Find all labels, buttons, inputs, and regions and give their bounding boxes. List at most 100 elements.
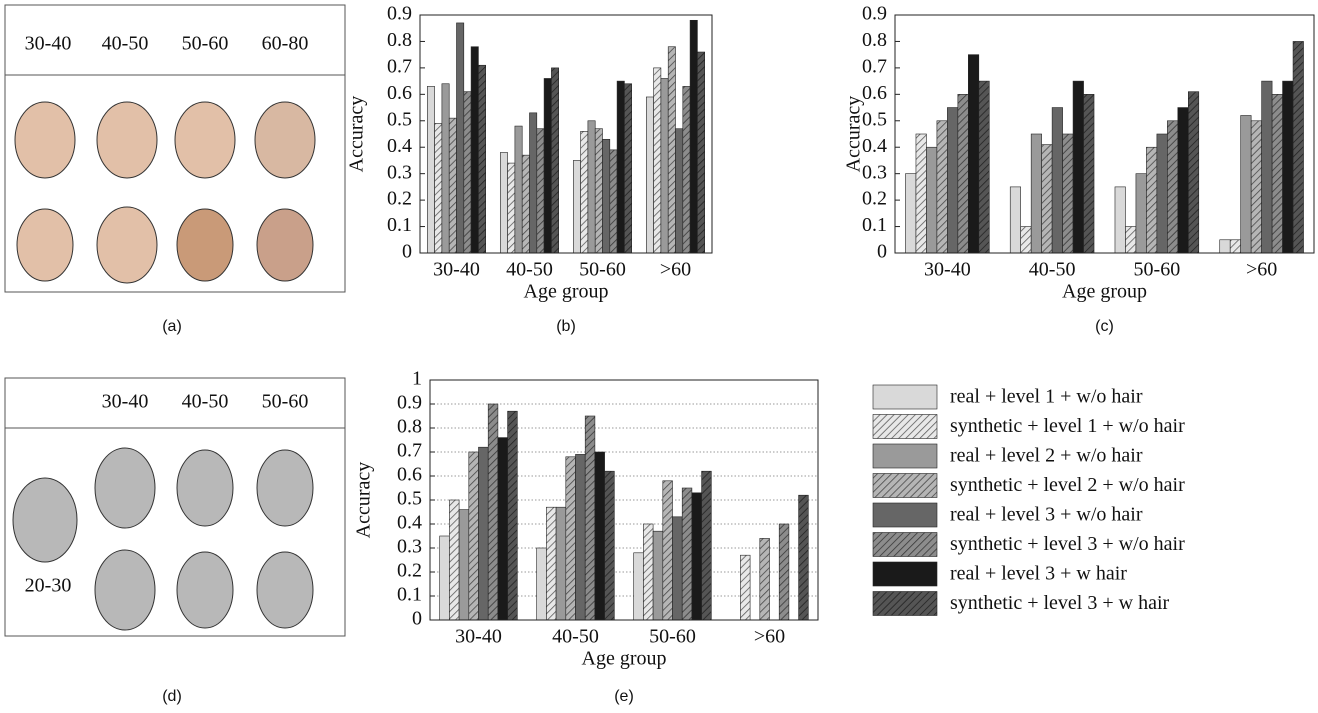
- x-tick-label: >60: [660, 259, 691, 281]
- bar: [594, 128, 603, 254]
- bar: [521, 154, 530, 254]
- bar: [449, 499, 460, 621]
- bar: [643, 523, 654, 621]
- bar: [604, 470, 615, 621]
- bar: [740, 554, 751, 621]
- bar: [936, 120, 948, 254]
- bar: [609, 149, 618, 254]
- age-header: 40-50: [182, 391, 229, 413]
- x-tick-label: 50-60: [649, 626, 696, 648]
- y-tick-label: 0.7: [862, 55, 887, 77]
- y-tick-label: 0: [412, 608, 422, 630]
- bar: [1083, 94, 1095, 254]
- legend-label: real + level 3 + w hair: [950, 563, 1127, 585]
- bar: [529, 112, 538, 254]
- y-tick-label: 0.8: [387, 29, 412, 51]
- bar: [978, 80, 990, 254]
- bar: [759, 538, 770, 621]
- legend-swatch: [872, 443, 938, 469]
- bar: [507, 410, 518, 621]
- face: [96, 206, 158, 284]
- y-axis-label: Accuracy: [353, 462, 375, 539]
- y-tick-label: 0.5: [862, 108, 887, 130]
- bar: [487, 403, 499, 621]
- bar: [1219, 239, 1231, 254]
- y-tick-label: 0.9: [397, 392, 422, 414]
- x-tick-label: >60: [754, 626, 785, 648]
- y-tick-label: 0.5: [397, 488, 422, 510]
- bar: [565, 456, 576, 621]
- bar: [448, 117, 457, 254]
- panel-label: (d): [162, 688, 182, 705]
- y-tick-label: 0.7: [387, 55, 412, 77]
- face: [176, 551, 234, 629]
- bar: [1229, 239, 1241, 254]
- age-header: 60-80: [262, 33, 309, 55]
- y-tick-label: 0.2: [387, 188, 412, 210]
- bar: [645, 96, 654, 254]
- bar: [546, 506, 557, 621]
- bar: [697, 51, 706, 254]
- face: [256, 208, 314, 282]
- bar: [572, 160, 581, 254]
- legend-swatch: [872, 414, 938, 439]
- bar: [660, 78, 669, 254]
- y-tick-label: 0: [402, 241, 412, 263]
- bar: [514, 125, 523, 254]
- y-tick-label: 0.3: [387, 161, 412, 183]
- legend-swatch: [872, 561, 938, 587]
- bar: [536, 128, 545, 254]
- x-tick-label: 40-50: [552, 626, 599, 648]
- face: [94, 447, 156, 529]
- bar: [499, 152, 508, 254]
- y-tick-label: 0.4: [862, 135, 887, 157]
- bar: [778, 523, 790, 621]
- bar: [1114, 186, 1126, 254]
- y-axis-label: Accuracy: [843, 96, 865, 173]
- bar: [624, 83, 633, 254]
- y-tick-label: 0.8: [862, 29, 887, 51]
- bar: [434, 123, 443, 254]
- x-tick-label: 30-40: [455, 626, 502, 648]
- bar: [478, 64, 486, 254]
- bar: [1009, 186, 1021, 254]
- face: [174, 101, 236, 179]
- bar: [1062, 133, 1074, 254]
- x-axis-label: Age group: [1062, 281, 1147, 303]
- y-tick-label: 0.1: [862, 214, 887, 236]
- bar: [652, 530, 664, 621]
- y-tick-label: 0.1: [397, 584, 422, 606]
- bar: [470, 46, 479, 254]
- face: [12, 477, 78, 563]
- bar: [439, 535, 450, 621]
- panel-a-frame: [4, 4, 346, 293]
- x-tick-label: 40-50: [1029, 259, 1076, 281]
- face: [14, 101, 76, 179]
- panel-label: (b): [556, 318, 576, 335]
- bar: [543, 78, 552, 254]
- legend-label: synthetic + level 2 + w/o hair: [950, 474, 1185, 496]
- bar: [580, 131, 589, 254]
- bar: [426, 86, 435, 254]
- bar: [1240, 115, 1252, 254]
- legend-label: real + level 2 + w/o hair: [950, 445, 1143, 467]
- x-tick-label: 50-60: [579, 259, 626, 281]
- plot-frame: [429, 379, 819, 621]
- bar: [497, 437, 508, 621]
- bar: [555, 506, 567, 621]
- y-tick-label: 0.6: [387, 82, 412, 104]
- bar: [1041, 144, 1053, 254]
- faces: [14, 101, 316, 284]
- bar: [968, 54, 980, 254]
- legend-swatch: [872, 591, 938, 616]
- legend-label: real + level 1 + w/o hair: [950, 386, 1143, 408]
- y-tick-label: 0.8: [397, 416, 422, 438]
- bar: [675, 128, 684, 254]
- y-tick-label: 0.4: [387, 135, 412, 157]
- bar: [1261, 80, 1273, 254]
- bar: [1188, 91, 1200, 254]
- bar: [458, 509, 470, 621]
- bar: [1125, 226, 1137, 254]
- bar: [478, 446, 489, 621]
